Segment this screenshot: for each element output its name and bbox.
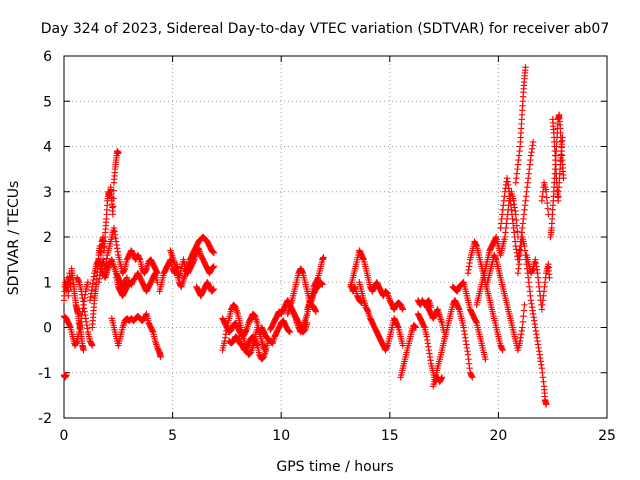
plot-frame xyxy=(63,55,608,419)
data-point xyxy=(542,401,550,408)
data-point xyxy=(520,312,527,320)
chart-title: Day 324 of 2023, Sidereal Day-to-day VTE… xyxy=(41,21,610,37)
data-point xyxy=(210,285,218,293)
y-tick-label: -2 xyxy=(38,411,52,427)
data-point xyxy=(109,203,117,210)
y-tick-label: 6 xyxy=(43,49,52,65)
y-tick-label: 2 xyxy=(43,230,52,246)
data-point xyxy=(320,254,327,261)
data-point xyxy=(544,205,552,212)
data-point xyxy=(89,342,96,349)
data-point xyxy=(319,281,326,288)
data-point xyxy=(438,374,446,381)
x-tick-label: 15 xyxy=(381,428,399,444)
data-point xyxy=(513,222,521,229)
data-point xyxy=(499,346,506,354)
y-tick-label: -1 xyxy=(38,366,52,382)
data-point xyxy=(109,211,117,218)
data-point xyxy=(210,263,218,270)
data-point xyxy=(519,324,526,331)
data-point xyxy=(210,249,218,257)
data-point xyxy=(110,195,117,202)
y-tick-label: 3 xyxy=(43,185,52,201)
data-point xyxy=(469,374,476,381)
y-tick-label: 4 xyxy=(43,140,52,156)
y-tick-label: 0 xyxy=(43,321,52,337)
data-point xyxy=(65,292,72,300)
data-point xyxy=(412,324,420,331)
x-tick-label: 0 xyxy=(60,428,69,444)
data-point xyxy=(522,64,529,71)
data-point xyxy=(529,138,537,146)
data-point xyxy=(521,301,528,309)
grid xyxy=(64,56,607,418)
data-point xyxy=(312,308,320,315)
data-points xyxy=(60,64,567,408)
data-point xyxy=(513,216,520,224)
data-point xyxy=(482,355,489,363)
axis-ticks: 0 5 10 15 20 25 -2 -1 0 1 2 3 4 5 6 xyxy=(38,49,616,444)
data-point xyxy=(115,150,122,157)
y-tick-label: 1 xyxy=(43,275,52,291)
data-point xyxy=(62,371,70,379)
x-tick-label: 25 xyxy=(598,428,616,444)
data-point xyxy=(544,199,551,207)
data-point xyxy=(520,307,528,314)
data-point xyxy=(80,346,87,354)
data-point xyxy=(543,194,550,201)
data-point xyxy=(546,274,553,281)
data-point xyxy=(110,187,117,194)
y-tick-label: 5 xyxy=(43,94,52,110)
data-point xyxy=(65,286,72,294)
y-axis-label: SDTVAR / TECUs xyxy=(6,181,22,296)
data-point xyxy=(399,306,407,313)
data-point xyxy=(399,342,407,349)
data-point xyxy=(286,328,294,336)
data-point xyxy=(514,228,521,235)
data-point xyxy=(123,274,131,281)
data-point xyxy=(559,134,566,141)
x-tick-label: 20 xyxy=(489,428,507,444)
data-point xyxy=(519,318,527,326)
data-point xyxy=(84,279,92,286)
data-point xyxy=(157,353,164,361)
data-point xyxy=(542,188,550,195)
x-tick-label: 10 xyxy=(272,428,290,444)
x-axis-label: GPS time / hours xyxy=(276,459,393,475)
x-tick-label: 5 xyxy=(168,428,177,444)
